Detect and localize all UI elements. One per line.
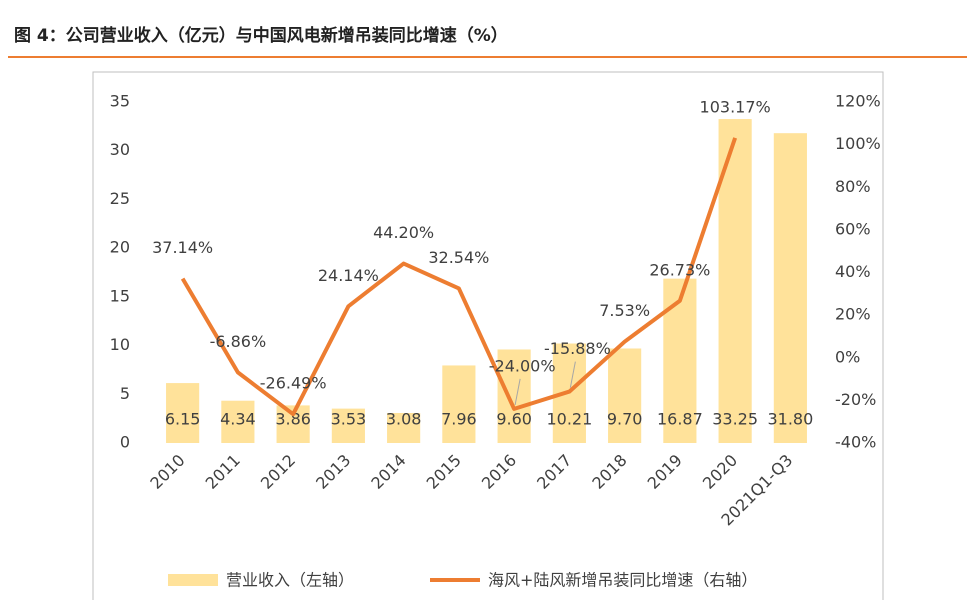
bar-value-label: 16.87 <box>657 410 703 429</box>
bar-value-label: 9.60 <box>496 410 532 429</box>
line-value-label: 37.14% <box>152 238 213 257</box>
line-value-label: 32.54% <box>428 248 489 267</box>
line-value-label: 44.20% <box>373 223 434 242</box>
bar <box>221 400 255 443</box>
y2-tick-label: 40% <box>835 262 871 281</box>
bar-value-label: 3.08 <box>386 410 422 429</box>
chart-title: 图 4：公司营业收入（亿元）与中国风电新增吊装同比增速（%） <box>14 25 508 46</box>
x-tick-label: 2016 <box>478 451 520 493</box>
y-tick-label: 30 <box>110 140 130 159</box>
line-value-label: -24.00% <box>489 356 556 375</box>
y2-tick-label: -40% <box>835 433 876 452</box>
line <box>180 137 738 417</box>
bar <box>663 278 697 443</box>
y2-tick-label: 20% <box>835 305 871 324</box>
line-value-label: 103.17% <box>700 97 771 116</box>
bar-value-label: 33.25 <box>712 410 758 429</box>
line-value-label: 24.14% <box>318 266 379 285</box>
bar-value-label: 10.21 <box>546 410 592 429</box>
bar <box>497 349 531 443</box>
x-tick-label: 2018 <box>588 451 630 493</box>
y2-tick-label: 80% <box>835 177 871 196</box>
leader-line <box>569 361 576 388</box>
bar-value-label: 31.80 <box>767 410 813 429</box>
y2-tick-label: 60% <box>835 219 871 238</box>
x-tick-label: 2012 <box>257 451 299 493</box>
line-value-label: -15.88% <box>544 339 611 358</box>
y-tick-label: 20 <box>110 238 130 257</box>
y2-tick-label: 100% <box>835 134 881 153</box>
line-value-label: 7.53% <box>599 301 650 320</box>
bar <box>166 383 200 443</box>
line-value-label: 26.73% <box>649 260 710 279</box>
y-tick-label: 0 <box>120 433 130 452</box>
y2-tick-label: 120% <box>835 92 881 111</box>
legend-swatch <box>168 574 218 586</box>
x-tick-label: 2019 <box>644 451 686 493</box>
bar-value-label: 9.70 <box>607 410 643 429</box>
bar <box>773 133 807 444</box>
x-tick-label: 2014 <box>367 451 409 493</box>
x-tick-label: 2011 <box>202 451 244 493</box>
bar <box>387 412 421 443</box>
chart-frame <box>92 71 884 600</box>
y2-tick-label: -20% <box>835 390 876 409</box>
bar-value-label: 6.15 <box>165 410 201 429</box>
line-value-label: -6.86% <box>210 332 267 351</box>
bar-value-label: 4.34 <box>220 410 256 429</box>
x-tick-label: 2015 <box>423 451 465 493</box>
line-value-label: -26.49% <box>260 374 327 393</box>
bar <box>442 365 476 443</box>
bar <box>331 408 365 443</box>
y-tick-label: 10 <box>110 335 130 354</box>
bar-value-label: 3.86 <box>275 410 311 429</box>
y-tick-label: 35 <box>110 92 130 111</box>
y-tick-label: 5 <box>120 384 130 403</box>
bar <box>608 348 642 443</box>
x-tick-label: 2017 <box>533 451 575 493</box>
y-tick-label: 15 <box>110 286 130 305</box>
legend-label: 营业收入（左轴） <box>226 571 354 590</box>
y2-tick-label: 0% <box>835 347 860 366</box>
x-tick-label: 2013 <box>312 451 354 493</box>
leader-line <box>514 378 521 405</box>
bar-value-label: 3.53 <box>331 410 367 429</box>
y-tick-label: 25 <box>110 189 130 208</box>
bar-value-label: 7.96 <box>441 410 477 429</box>
x-tick-label: 2010 <box>146 451 188 493</box>
x-tick-label: 2020 <box>699 451 741 493</box>
legend-label: 海风+陆风新增吊装同比增速（右轴） <box>488 571 757 590</box>
